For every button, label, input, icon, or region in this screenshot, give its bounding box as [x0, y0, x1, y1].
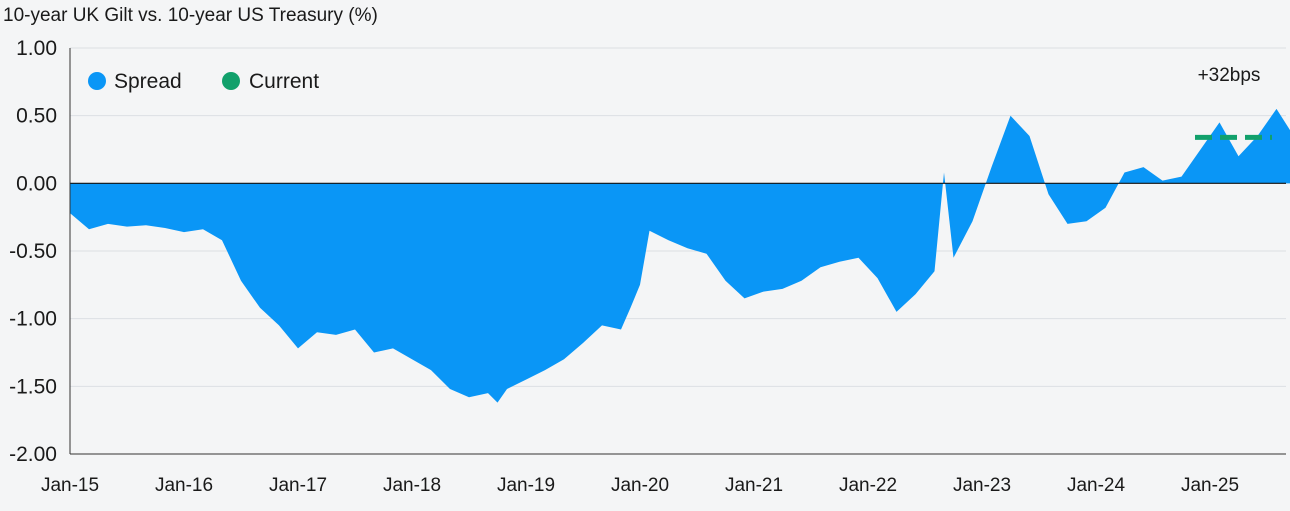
x-tick-label: Jan-19	[497, 475, 555, 496]
y-tick-label: -2.00	[9, 443, 57, 466]
y-tick-label: -0.50	[9, 240, 57, 263]
x-tick-label: Jan-17	[269, 475, 327, 496]
x-tick-label: Jan-23	[953, 475, 1011, 496]
legend: Spread Current	[88, 70, 319, 93]
grid-lines	[70, 47, 1286, 455]
x-tick-label: Jan-24	[1067, 475, 1126, 496]
x-tick-label: Jan-15	[41, 475, 99, 496]
x-axis-ticks: Jan-15 Jan-16 Jan-17 Jan-18 Jan-19 Jan-20 Jan-…	[41, 475, 1239, 496]
x-tick-label: Jan-16	[155, 475, 213, 496]
y-tick-label: 0.00	[16, 172, 57, 195]
x-tick-label: Jan-20	[611, 475, 669, 496]
y-tick-label: -1.00	[9, 308, 57, 331]
x-tick-label: Jan-25	[1181, 475, 1239, 496]
legend-spread-label: Spread	[114, 70, 182, 93]
y-tick-label: -1.50	[9, 375, 57, 398]
y-tick-label: 0.50	[16, 105, 57, 128]
y-axis-ticks: 1.00 0.50 0.00 -0.50 -1.00 -1.50 -2.00	[9, 37, 57, 466]
spread-annotation: +32bps	[1198, 65, 1261, 86]
legend-current-label: Current	[249, 70, 319, 93]
chart-title: 10-year UK Gilt vs. 10-year US Treasury …	[3, 5, 378, 26]
legend-current-marker	[222, 72, 240, 90]
y-tick-label: 1.00	[16, 37, 57, 60]
x-tick-label: Jan-22	[839, 475, 897, 496]
x-tick-label: Jan-18	[383, 475, 441, 496]
spread-area	[70, 108, 1290, 403]
x-tick-label: Jan-21	[725, 475, 783, 496]
legend-spread-marker	[88, 72, 106, 90]
